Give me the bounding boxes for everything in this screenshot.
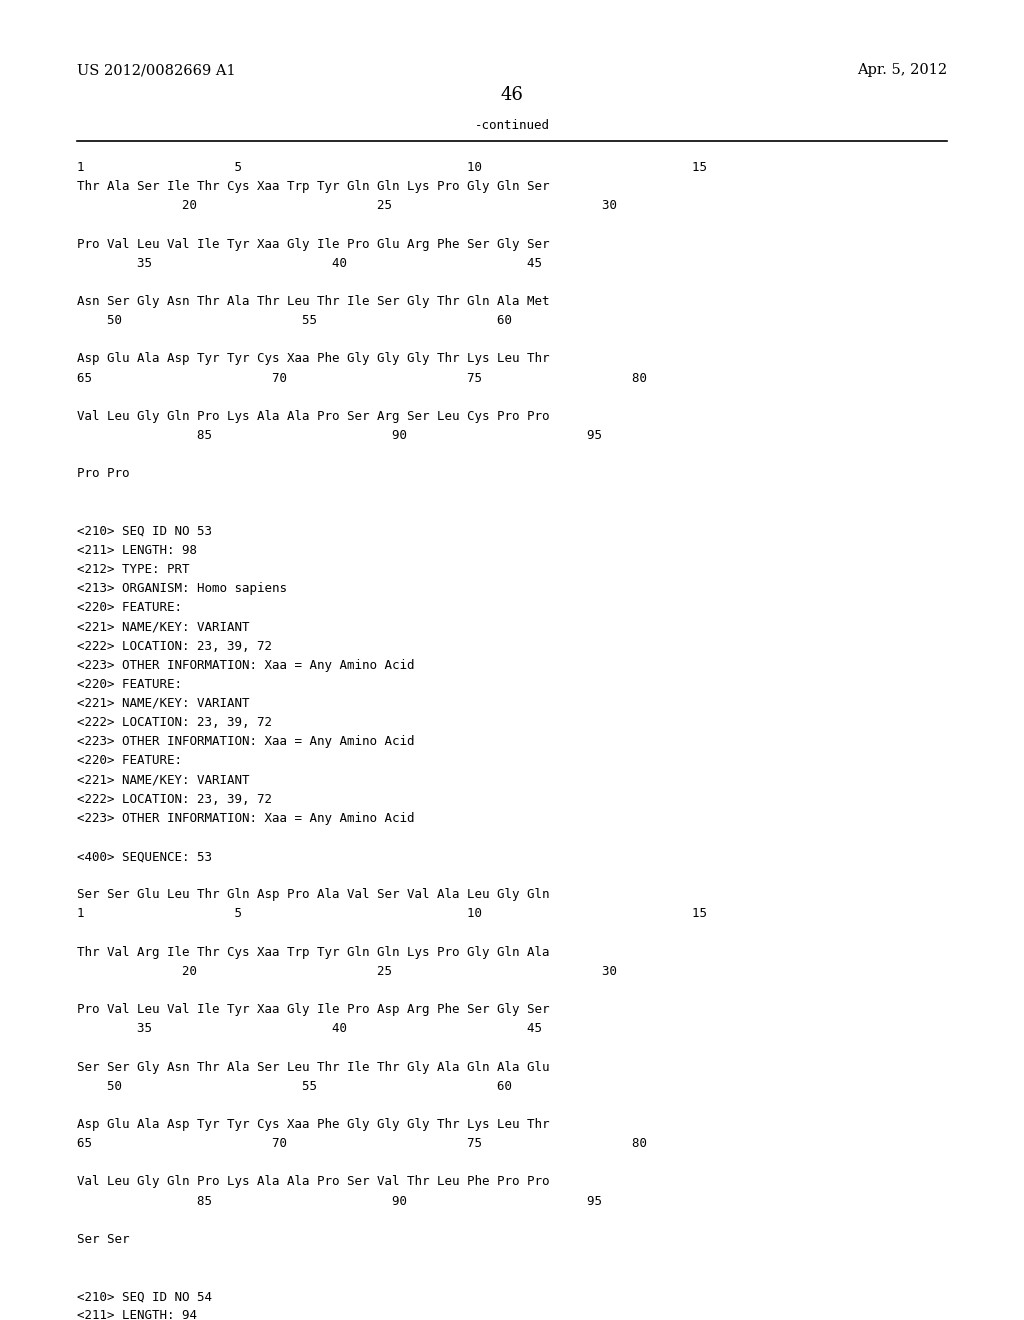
Text: <221> NAME/KEY: VARIANT: <221> NAME/KEY: VARIANT	[77, 620, 249, 634]
Text: 85                        90                        95: 85 90 95	[77, 429, 602, 442]
Text: Apr. 5, 2012: Apr. 5, 2012	[857, 63, 947, 78]
Text: 20                        25                            30: 20 25 30	[77, 199, 616, 213]
Text: <221> NAME/KEY: VARIANT: <221> NAME/KEY: VARIANT	[77, 774, 249, 787]
Text: Ser Ser Gly Asn Thr Ala Ser Leu Thr Ile Thr Gly Ala Gln Ala Glu: Ser Ser Gly Asn Thr Ala Ser Leu Thr Ile …	[77, 1060, 549, 1073]
Text: Ser Ser Glu Leu Thr Gln Asp Pro Ala Val Ser Val Ala Leu Gly Gln: Ser Ser Glu Leu Thr Gln Asp Pro Ala Val …	[77, 888, 549, 902]
Text: <220> FEATURE:: <220> FEATURE:	[77, 677, 182, 690]
Text: US 2012/0082669 A1: US 2012/0082669 A1	[77, 63, 236, 78]
Text: Pro Val Leu Val Ile Tyr Xaa Gly Ile Pro Glu Arg Phe Ser Gly Ser: Pro Val Leu Val Ile Tyr Xaa Gly Ile Pro …	[77, 238, 549, 251]
Text: <211> LENGTH: 98: <211> LENGTH: 98	[77, 544, 197, 557]
Text: <222> LOCATION: 23, 39, 72: <222> LOCATION: 23, 39, 72	[77, 715, 271, 729]
Text: Ser Ser: Ser Ser	[77, 1233, 129, 1246]
Text: Pro Val Leu Val Ile Tyr Xaa Gly Ile Pro Asp Arg Phe Ser Gly Ser: Pro Val Leu Val Ile Tyr Xaa Gly Ile Pro …	[77, 1003, 549, 1016]
Text: <223> OTHER INFORMATION: Xaa = Any Amino Acid: <223> OTHER INFORMATION: Xaa = Any Amino…	[77, 735, 415, 748]
Text: <221> NAME/KEY: VARIANT: <221> NAME/KEY: VARIANT	[77, 697, 249, 710]
Text: 50                        55                        60: 50 55 60	[77, 1080, 512, 1093]
Text: Thr Val Arg Ile Thr Cys Xaa Trp Tyr Gln Gln Lys Pro Gly Gln Ala: Thr Val Arg Ile Thr Cys Xaa Trp Tyr Gln …	[77, 945, 549, 958]
Text: 65                        70                        75                    80: 65 70 75 80	[77, 1137, 647, 1150]
Text: 1                    5                              10                          : 1 5 10	[77, 907, 707, 920]
Text: <222> LOCATION: 23, 39, 72: <222> LOCATION: 23, 39, 72	[77, 639, 271, 652]
Text: 85                        90                        95: 85 90 95	[77, 1195, 602, 1208]
Text: <220> FEATURE:: <220> FEATURE:	[77, 601, 182, 614]
Text: -continued: -continued	[474, 119, 550, 132]
Text: Pro Pro: Pro Pro	[77, 467, 129, 480]
Text: 20                        25                            30: 20 25 30	[77, 965, 616, 978]
Text: Thr Ala Ser Ile Thr Cys Xaa Trp Tyr Gln Gln Lys Pro Gly Gln Ser: Thr Ala Ser Ile Thr Cys Xaa Trp Tyr Gln …	[77, 180, 549, 193]
Text: Asn Ser Gly Asn Thr Ala Thr Leu Thr Ile Ser Gly Thr Gln Ala Met: Asn Ser Gly Asn Thr Ala Thr Leu Thr Ile …	[77, 294, 549, 308]
Text: 35                        40                        45: 35 40 45	[77, 256, 542, 269]
Text: <210> SEQ ID NO 54: <210> SEQ ID NO 54	[77, 1290, 212, 1303]
Text: <400> SEQUENCE: 53: <400> SEQUENCE: 53	[77, 850, 212, 863]
Text: Val Leu Gly Gln Pro Lys Ala Ala Pro Ser Val Thr Leu Phe Pro Pro: Val Leu Gly Gln Pro Lys Ala Ala Pro Ser …	[77, 1175, 549, 1188]
Text: Asp Glu Ala Asp Tyr Tyr Cys Xaa Phe Gly Gly Gly Thr Lys Leu Thr: Asp Glu Ala Asp Tyr Tyr Cys Xaa Phe Gly …	[77, 1118, 549, 1131]
Text: 65                        70                        75                    80: 65 70 75 80	[77, 371, 647, 384]
Text: <222> LOCATION: 23, 39, 72: <222> LOCATION: 23, 39, 72	[77, 792, 271, 805]
Text: 46: 46	[501, 86, 523, 104]
Text: Asp Glu Ala Asp Tyr Tyr Cys Xaa Phe Gly Gly Gly Thr Lys Leu Thr: Asp Glu Ala Asp Tyr Tyr Cys Xaa Phe Gly …	[77, 352, 549, 366]
Text: <213> ORGANISM: Homo sapiens: <213> ORGANISM: Homo sapiens	[77, 582, 287, 595]
Text: <211> LENGTH: 94: <211> LENGTH: 94	[77, 1309, 197, 1320]
Text: Val Leu Gly Gln Pro Lys Ala Ala Pro Ser Arg Ser Leu Cys Pro Pro: Val Leu Gly Gln Pro Lys Ala Ala Pro Ser …	[77, 409, 549, 422]
Text: <220> FEATURE:: <220> FEATURE:	[77, 754, 182, 767]
Text: 35                        40                        45: 35 40 45	[77, 1022, 542, 1035]
Text: <223> OTHER INFORMATION: Xaa = Any Amino Acid: <223> OTHER INFORMATION: Xaa = Any Amino…	[77, 659, 415, 672]
Text: 50                        55                        60: 50 55 60	[77, 314, 512, 327]
Text: <210> SEQ ID NO 53: <210> SEQ ID NO 53	[77, 524, 212, 537]
Text: <212> TYPE: PRT: <212> TYPE: PRT	[77, 562, 189, 576]
Text: <223> OTHER INFORMATION: Xaa = Any Amino Acid: <223> OTHER INFORMATION: Xaa = Any Amino…	[77, 812, 415, 825]
Text: 1                    5                              10                          : 1 5 10	[77, 161, 707, 174]
